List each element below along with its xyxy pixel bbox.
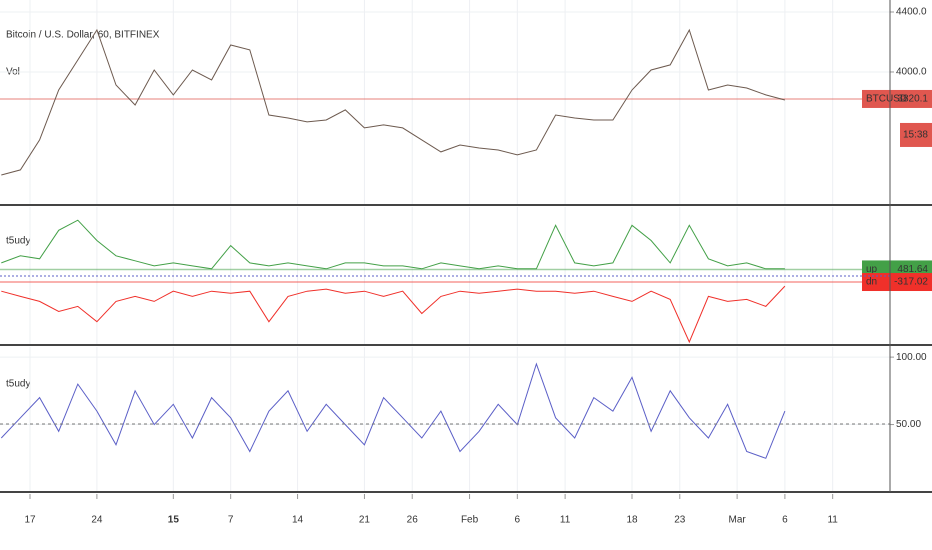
series-line bbox=[0, 362, 786, 459]
x-tick-label: 24 bbox=[91, 515, 103, 526]
x-tick-label: 14 bbox=[292, 515, 304, 526]
pane-title: t5udy bbox=[6, 236, 30, 247]
series-name: dn bbox=[866, 277, 877, 288]
x-tick-label: 7 bbox=[228, 515, 234, 526]
y-tick-label: 4000.0 bbox=[896, 67, 927, 78]
y-tick-label: 4400.0 bbox=[896, 7, 927, 18]
last-value-box bbox=[862, 273, 932, 292]
x-tick-label: 11 bbox=[827, 515, 838, 526]
x-tick-label: 6 bbox=[782, 515, 788, 526]
series-name: up bbox=[866, 264, 878, 275]
series-line bbox=[1, 28, 786, 176]
countdown-box bbox=[900, 122, 932, 147]
last-value: 481.64 bbox=[897, 264, 928, 275]
y-tick-label: 100.00 bbox=[896, 352, 927, 363]
x-tick-label: 23 bbox=[674, 515, 686, 526]
x-tick-label: Feb bbox=[461, 515, 479, 526]
series-line bbox=[1, 219, 785, 270]
x-tick-label: 11 bbox=[560, 515, 571, 526]
y-tick-label: 50.00 bbox=[896, 419, 921, 430]
x-tick-label: 15 bbox=[168, 515, 180, 526]
countdown: 15:38 bbox=[903, 130, 928, 141]
last-value: 3820.1 bbox=[897, 94, 928, 105]
x-tick-label: 18 bbox=[626, 515, 638, 526]
series-name: BTCUSD bbox=[866, 94, 907, 105]
x-tick-label: 17 bbox=[24, 515, 36, 526]
x-tick-label: Mar bbox=[728, 515, 746, 526]
x-tick-label: 26 bbox=[407, 515, 419, 526]
last-value: -317.02 bbox=[894, 277, 928, 288]
x-tick-label: 6 bbox=[515, 515, 521, 526]
last-value-box bbox=[862, 89, 932, 108]
chart-title: Bitcoin / U.S. Dollar, 60, BITFINEX bbox=[6, 30, 160, 41]
pane-title: t5udy bbox=[6, 379, 30, 390]
series-line bbox=[1, 285, 786, 344]
x-tick-label: 21 bbox=[359, 515, 371, 526]
